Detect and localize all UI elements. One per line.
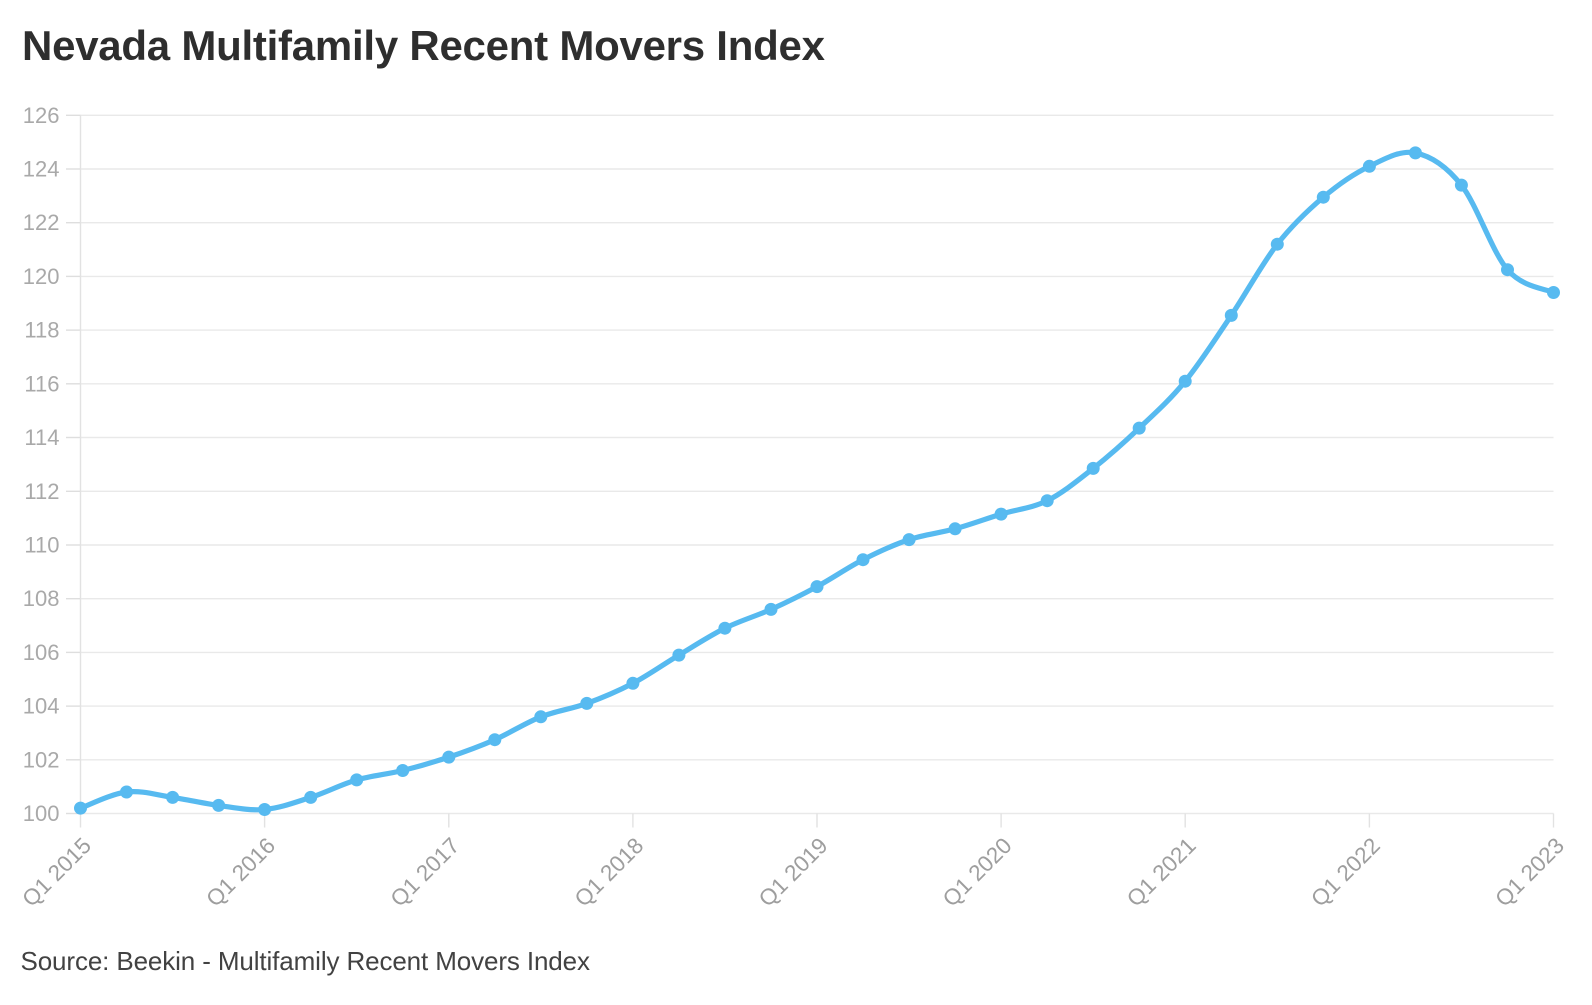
svg-text:Q1 2021: Q1 2021 xyxy=(1122,833,1201,912)
svg-text:Q1 2022: Q1 2022 xyxy=(1306,833,1385,912)
svg-text:120: 120 xyxy=(23,264,60,289)
svg-text:Q1 2016: Q1 2016 xyxy=(201,833,280,912)
svg-text:122: 122 xyxy=(23,210,60,235)
svg-text:Q1 2020: Q1 2020 xyxy=(938,833,1017,912)
svg-text:104: 104 xyxy=(23,694,60,719)
svg-text:118: 118 xyxy=(24,318,59,343)
svg-text:112: 112 xyxy=(24,479,59,504)
svg-text:Q1 2019: Q1 2019 xyxy=(754,833,833,912)
svg-text:106: 106 xyxy=(23,640,60,665)
svg-text:102: 102 xyxy=(23,747,60,772)
svg-text:Q1 2018: Q1 2018 xyxy=(570,833,649,912)
svg-text:110: 110 xyxy=(24,533,59,558)
svg-text:114: 114 xyxy=(24,425,59,450)
svg-text:100: 100 xyxy=(23,801,60,826)
svg-text:126: 126 xyxy=(23,103,60,128)
svg-text:108: 108 xyxy=(23,586,60,611)
svg-text:116: 116 xyxy=(24,371,59,396)
svg-text:Q1 2015: Q1 2015 xyxy=(17,833,96,912)
svg-text:124: 124 xyxy=(23,157,60,182)
svg-text:Q1 2023: Q1 2023 xyxy=(1490,833,1569,912)
svg-text:Q1 2017: Q1 2017 xyxy=(386,833,465,912)
